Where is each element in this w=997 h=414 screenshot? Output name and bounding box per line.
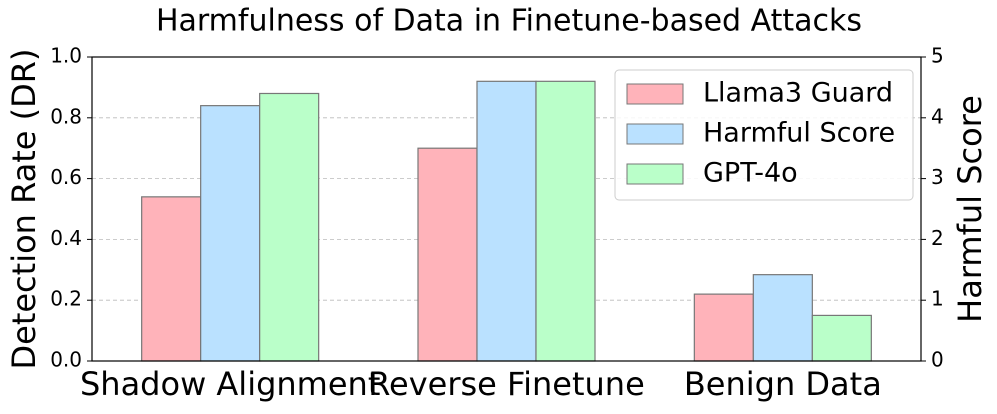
- bar: [259, 92, 320, 362]
- bar: [417, 147, 478, 362]
- legend-box: [614, 69, 914, 201]
- y-tick-label: 0.6: [50, 165, 82, 189]
- y2-axis-label: Harmful Score: [951, 95, 989, 323]
- bar: [141, 196, 202, 362]
- x-tick-label: Benign Data: [684, 365, 882, 403]
- y-tick-label: 0.4: [50, 226, 82, 250]
- y2-tick-label: 1: [931, 287, 944, 311]
- y-tick-label: 1.0: [50, 44, 82, 68]
- bar: [693, 293, 754, 362]
- bar: [535, 80, 596, 362]
- bar: [811, 314, 872, 362]
- legend-label: Llama3 Guard: [703, 78, 893, 109]
- y2-tick-label: 2: [931, 226, 944, 250]
- x-tick-label: Shadow Alignment: [80, 365, 380, 403]
- y-tick-label: 0.8: [50, 104, 82, 128]
- y2-tick-label: 5: [931, 44, 944, 68]
- legend-swatch: [626, 123, 684, 145]
- legend-label: GPT-4o: [703, 158, 798, 189]
- y-axis-label: Detection Rate (DR): [5, 48, 43, 369]
- y2-tick-label: 3: [931, 165, 944, 189]
- bar: [476, 80, 537, 362]
- plot-frame: [91, 56, 922, 362]
- bar: [752, 274, 813, 362]
- legend-swatch: [626, 83, 684, 105]
- legend-label: Harmful Score: [703, 118, 895, 149]
- legend-swatch: [626, 163, 684, 185]
- y2-tick-label: 4: [931, 104, 944, 128]
- y-tick-label: 0.0: [50, 348, 82, 372]
- bar: [200, 105, 261, 362]
- chart-title: Harmfulness of Data in Finetune-based At…: [156, 4, 862, 39]
- y2-tick-label: 0: [931, 348, 944, 372]
- x-tick-label: Reverse Finetune: [368, 365, 645, 403]
- y-tick-label: 0.2: [50, 287, 82, 311]
